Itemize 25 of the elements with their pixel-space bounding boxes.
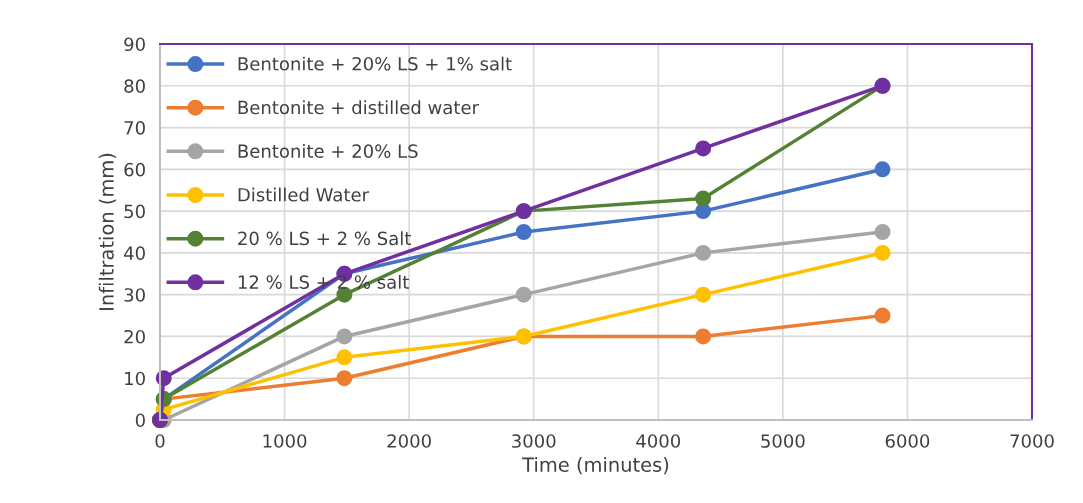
x-tick-label: 0 <box>155 434 165 448</box>
y-tick-label: 30 <box>124 288 145 302</box>
x-tick-label: 7000 <box>1010 434 1054 448</box>
y-tick-label: 60 <box>124 162 145 177</box>
legend-label: Bentonite + distilled water <box>238 100 479 115</box>
y-tick-label: 90 <box>124 37 145 52</box>
y-tick-label: 70 <box>124 121 145 135</box>
x-axis-title: Time (minutes) <box>522 456 669 475</box>
y-tick-label: 80 <box>124 79 145 93</box>
x-tick-label: 6000 <box>885 434 930 448</box>
legend-label: Bentonite + 20% LS <box>238 143 418 158</box>
x-tick-label: 1000 <box>263 434 307 448</box>
y-axis-title: Infiltration (mm) <box>98 153 117 310</box>
x-tick-label: 2000 <box>387 434 431 448</box>
x-tick-label: 5000 <box>761 434 805 448</box>
y-tick-label: 10 <box>125 371 145 386</box>
y-tick-label: 20 <box>124 329 145 344</box>
y-tick-label: 40 <box>124 246 145 261</box>
legend-label: 20 % LS + 2 % Salt <box>238 231 411 246</box>
legend-label: Distilled Water <box>238 187 370 202</box>
y-tick-label: 0 <box>135 413 145 428</box>
x-tick-label: 3000 <box>512 434 556 448</box>
legend-label: Bentonite + 20% LS + 1% salt <box>238 56 512 71</box>
y-tick-label: 50 <box>124 204 145 219</box>
x-tick-label: 4000 <box>636 434 681 448</box>
